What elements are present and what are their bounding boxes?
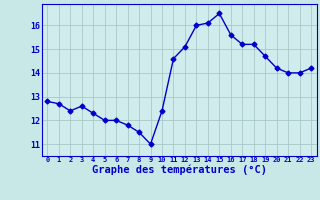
X-axis label: Graphe des températures (°C): Graphe des températures (°C) [92, 165, 267, 175]
